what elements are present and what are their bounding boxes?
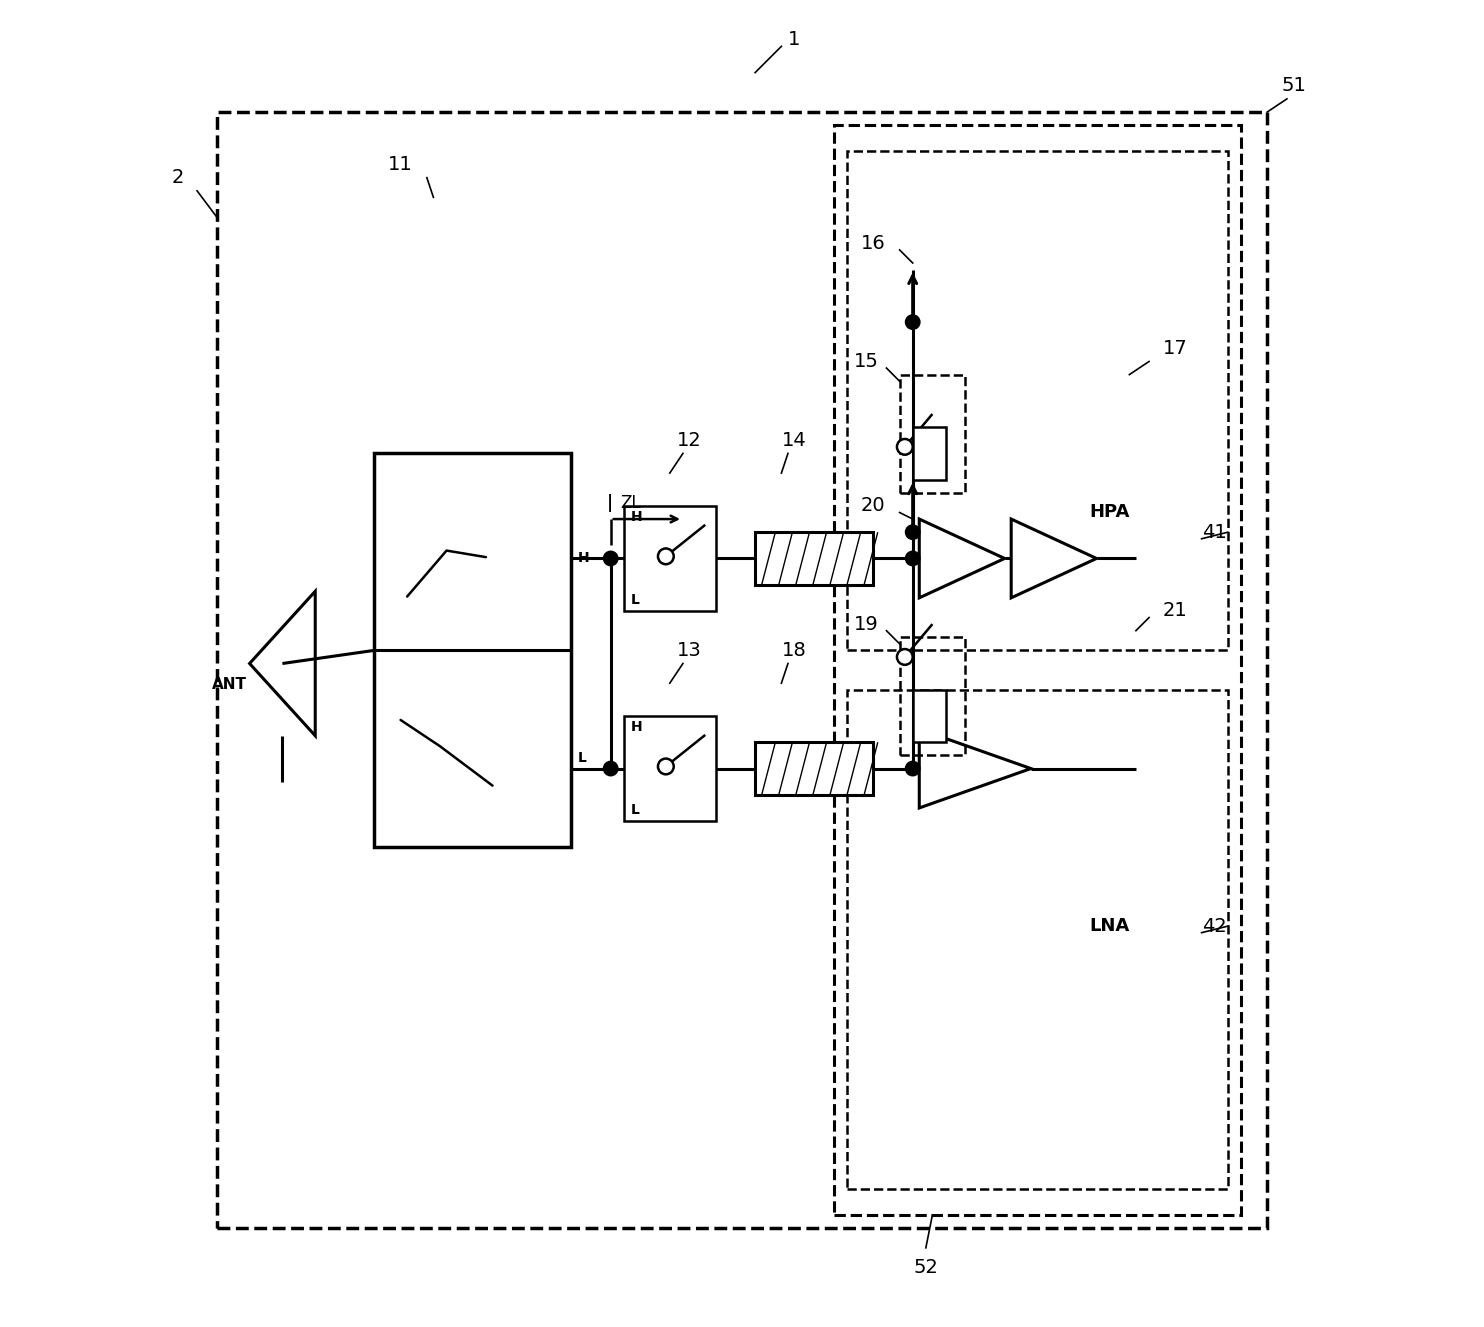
Text: L: L xyxy=(631,803,640,817)
Bar xyxy=(847,151,1227,650)
Circle shape xyxy=(905,525,920,539)
Text: 18: 18 xyxy=(782,641,807,660)
Text: HPA: HPA xyxy=(1089,503,1129,522)
Text: H: H xyxy=(631,721,643,734)
Text: 51: 51 xyxy=(1281,76,1306,96)
Bar xyxy=(623,717,715,821)
Bar xyxy=(899,374,965,492)
Text: 13: 13 xyxy=(677,641,702,660)
Circle shape xyxy=(604,551,617,565)
Text: 19: 19 xyxy=(855,614,879,633)
Circle shape xyxy=(604,762,617,776)
Text: 17: 17 xyxy=(1163,338,1187,358)
Text: LNA: LNA xyxy=(1089,917,1129,936)
Bar xyxy=(834,125,1241,1216)
Circle shape xyxy=(896,439,913,455)
Text: |: | xyxy=(607,494,613,512)
Text: ZL: ZL xyxy=(620,494,641,512)
Circle shape xyxy=(657,548,674,564)
Bar xyxy=(847,690,1227,1189)
Text: 11: 11 xyxy=(389,155,413,174)
Bar xyxy=(374,454,571,848)
Text: 16: 16 xyxy=(861,234,886,253)
Text: 2: 2 xyxy=(171,169,184,187)
Text: 14: 14 xyxy=(782,431,807,450)
Text: 52: 52 xyxy=(913,1258,938,1277)
Text: ANT: ANT xyxy=(212,677,248,691)
Circle shape xyxy=(905,762,920,776)
Text: 20: 20 xyxy=(861,496,886,515)
Bar xyxy=(755,742,873,795)
Text: L: L xyxy=(577,751,586,766)
Text: H: H xyxy=(631,510,643,524)
Text: H: H xyxy=(577,552,589,565)
Text: 1: 1 xyxy=(788,31,801,49)
Text: 15: 15 xyxy=(855,352,879,372)
Bar xyxy=(217,111,1267,1227)
Text: 41: 41 xyxy=(1202,523,1227,541)
Circle shape xyxy=(657,759,674,775)
Circle shape xyxy=(896,649,913,665)
Text: 12: 12 xyxy=(677,431,702,450)
Bar xyxy=(913,690,945,742)
Circle shape xyxy=(905,314,920,329)
Bar xyxy=(899,637,965,755)
Circle shape xyxy=(905,551,920,565)
Bar xyxy=(913,427,945,479)
Text: 21: 21 xyxy=(1163,601,1187,621)
Bar xyxy=(623,506,715,610)
Bar xyxy=(755,532,873,585)
Text: L: L xyxy=(631,593,640,606)
Text: 42: 42 xyxy=(1202,917,1227,936)
